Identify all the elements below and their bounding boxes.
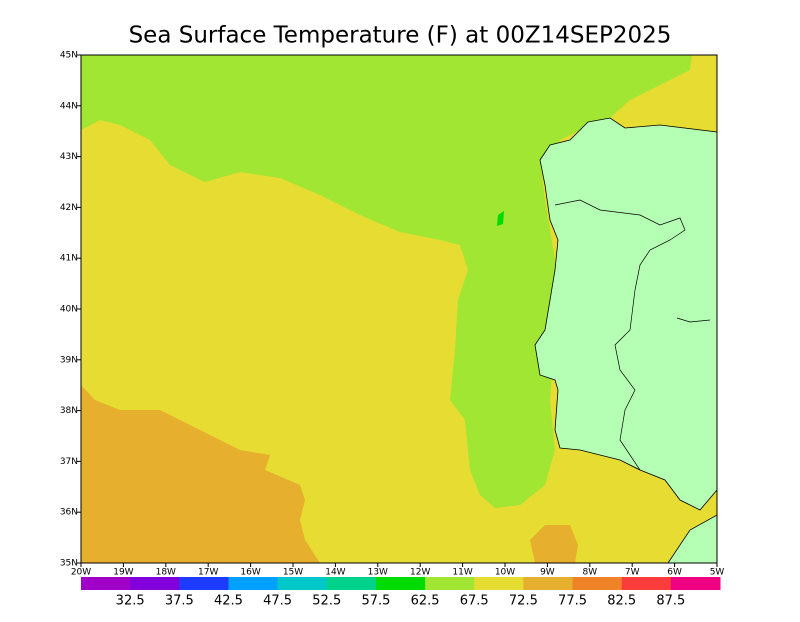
colorbar-label: 32.5 bbox=[116, 594, 145, 609]
colorbar-swatch bbox=[670, 577, 721, 590]
lon-tick-label: 13W bbox=[368, 568, 388, 578]
colorbar-label: 52.5 bbox=[312, 594, 341, 609]
lon-tick-label: 8W bbox=[582, 568, 597, 578]
lon-tick-label: 10W bbox=[495, 568, 515, 578]
colorbar-label: 47.5 bbox=[263, 594, 292, 609]
lon-tick-label: 7W bbox=[625, 568, 640, 578]
colorbar-swatch bbox=[81, 577, 131, 590]
lon-tick-label: 6W bbox=[667, 568, 682, 578]
colorbar: 32.5 37.5 42.5 47.5 52.5 57.5 62.5 67.5 72.5 77.5… bbox=[81, 577, 721, 609]
title: Sea Surface Temperature (F) at 00Z14SEP2… bbox=[129, 23, 672, 49]
lat-tick-label: 39N bbox=[60, 355, 78, 365]
colorbar-label: 62.5 bbox=[411, 594, 440, 609]
colorbar-swatch bbox=[179, 577, 229, 590]
lat-tick-label: 44N bbox=[60, 101, 78, 111]
colorbar-swatch bbox=[277, 577, 328, 590]
sst-orange bbox=[530, 525, 578, 563]
lon-tick-label: 11W bbox=[452, 568, 472, 578]
colorbar-swatch bbox=[621, 577, 672, 590]
lon-tick-label: 16W bbox=[240, 568, 260, 578]
colorbar-label: 82.5 bbox=[607, 594, 636, 609]
lat-tick-label: 41N bbox=[60, 254, 78, 264]
colorbar-label: 87.5 bbox=[656, 594, 685, 609]
colorbar-swatch bbox=[326, 577, 377, 590]
lon-tick-label: 18W bbox=[156, 568, 176, 578]
map-plot bbox=[80, 54, 718, 564]
lon-tick-label: 14W bbox=[325, 568, 345, 578]
colorbar-swatch bbox=[474, 577, 524, 590]
lon-tick-label: 5W bbox=[710, 568, 725, 578]
colorbar-label: 42.5 bbox=[214, 594, 243, 609]
border bbox=[554, 199, 686, 471]
colorbar-swatch bbox=[375, 577, 426, 590]
colorbar-label: 57.5 bbox=[361, 594, 390, 609]
colorbar-label: 67.5 bbox=[460, 594, 489, 609]
axes: 35N 36N 37N 38N 39N 40N 41N 42N 43N 44N 45N 20W 19W 1… bbox=[60, 51, 725, 578]
lon-tick-label: 15W bbox=[283, 568, 303, 578]
colorbar-swatch bbox=[228, 577, 279, 590]
lat-tick-label: 35N bbox=[60, 559, 78, 569]
lon-tick-label: 9W bbox=[540, 568, 555, 578]
lat-tick-label: 43N bbox=[60, 152, 78, 162]
colorbar-label: 37.5 bbox=[165, 594, 194, 609]
sst-orange bbox=[81, 385, 320, 563]
lat-tick-label: 40N bbox=[60, 305, 78, 315]
border bbox=[676, 317, 711, 323]
lat-tick-label: 42N bbox=[60, 203, 78, 213]
lat-tick-label: 36N bbox=[60, 508, 78, 518]
lat-tick-label: 45N bbox=[60, 51, 78, 61]
colorbar-swatch bbox=[523, 577, 574, 590]
lon-tick-label: 17W bbox=[198, 568, 218, 578]
lon-tick-label: 19W bbox=[113, 568, 133, 578]
colorbar-swatch bbox=[425, 577, 475, 590]
lat-tick-label: 38N bbox=[60, 406, 78, 416]
colorbar-swatch bbox=[572, 577, 623, 590]
sst-green bbox=[81, 55, 692, 508]
sst-dark-green bbox=[497, 211, 504, 226]
lon-tick-label: 12W bbox=[410, 568, 430, 578]
colorbar-label: 72.5 bbox=[509, 594, 538, 609]
colorbar-swatch bbox=[130, 577, 180, 590]
colorbar-label: 77.5 bbox=[558, 594, 587, 609]
lat-tick-label: 37N bbox=[60, 457, 78, 467]
lon-tick-label: 20W bbox=[71, 568, 91, 578]
